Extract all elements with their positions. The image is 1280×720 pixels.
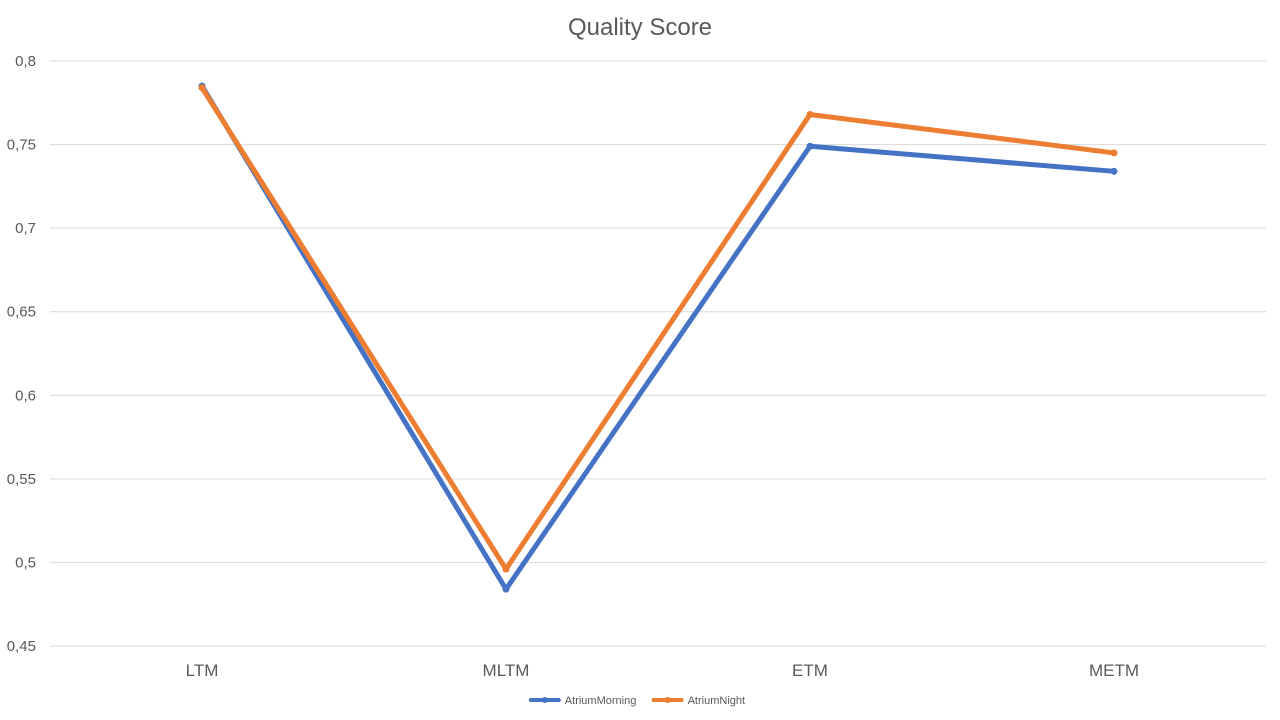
y-tick-label: 0,5 (15, 554, 36, 571)
legend-label: AtriumNight (688, 695, 745, 707)
x-tick-label: ETM (792, 661, 828, 680)
y-tick-label: 0,8 (15, 53, 36, 70)
x-axis-ticks: LTM MLTM ETM METM (186, 661, 1139, 680)
data-point (198, 84, 206, 92)
legend-item: AtriumMorning (528, 695, 637, 707)
legend: AtriumMorning AtriumNight (528, 695, 745, 707)
y-tick-label: 0,7 (15, 220, 36, 237)
legend-marker (541, 697, 548, 703)
series-lines (198, 82, 1118, 593)
data-point (1110, 167, 1118, 175)
y-tick-label: 0,6 (15, 387, 36, 404)
y-axis-ticks: 0,45 0,5 0,55 0,6 0,65 0,7 0,75 0,8 (7, 53, 36, 655)
legend-label: AtriumMorning (565, 695, 637, 707)
y-tick-label: 0,65 (7, 304, 36, 321)
y-tick-label: 0,75 (7, 137, 36, 154)
series-AtriumNight (198, 84, 1118, 573)
series-line (199, 83, 1117, 592)
series-line (199, 85, 1117, 572)
data-point (502, 565, 510, 573)
data-point (502, 585, 510, 593)
gridlines (50, 60, 1266, 647)
legend-marker (664, 697, 671, 703)
data-point (806, 110, 814, 118)
data-point (1110, 149, 1118, 157)
y-tick-label: 0,45 (7, 638, 36, 655)
data-point (806, 142, 814, 150)
chart-title: Quality Score (568, 14, 712, 41)
legend-item: AtriumNight (651, 695, 745, 707)
y-tick-label: 0,55 (7, 471, 36, 488)
x-tick-label: METM (1089, 661, 1139, 680)
x-tick-label: MLTM (483, 661, 530, 680)
x-tick-label: LTM (186, 661, 219, 680)
